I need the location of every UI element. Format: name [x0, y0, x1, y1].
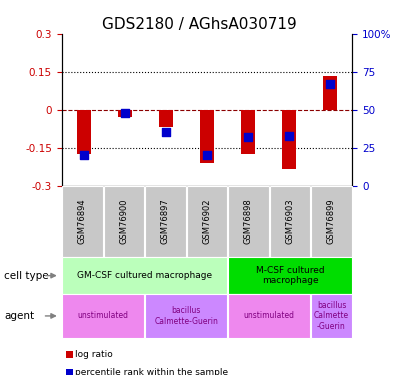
- Point: [163, 129, 169, 135]
- Text: agent: agent: [4, 311, 34, 321]
- Point: [81, 152, 88, 158]
- Bar: [322, 75, 337, 109]
- Text: GSM76897: GSM76897: [161, 198, 170, 244]
- Text: GSM76903: GSM76903: [285, 198, 295, 244]
- Point: [245, 134, 251, 140]
- Bar: [118, 110, 132, 117]
- Point: [204, 152, 210, 158]
- Text: GSM76900: GSM76900: [119, 198, 129, 244]
- Text: GSM76894: GSM76894: [78, 198, 87, 244]
- Text: bacillus
Calmette
-Guerin: bacillus Calmette -Guerin: [314, 301, 349, 331]
- Text: GDS2180 / AGhsA030719: GDS2180 / AGhsA030719: [101, 17, 297, 32]
- Bar: [282, 110, 296, 169]
- Bar: [241, 110, 255, 154]
- Text: percentile rank within the sample: percentile rank within the sample: [75, 368, 228, 375]
- Text: GSM76898: GSM76898: [244, 198, 253, 244]
- Text: log ratio: log ratio: [75, 350, 113, 359]
- Text: GM-CSF cultured macrophage: GM-CSF cultured macrophage: [77, 271, 212, 280]
- Point: [326, 81, 333, 87]
- Text: cell type: cell type: [4, 271, 49, 280]
- Text: GSM76899: GSM76899: [327, 198, 336, 244]
- Text: unstimulated: unstimulated: [244, 311, 295, 320]
- Text: M-CSF cultured
macrophage: M-CSF cultured macrophage: [256, 266, 324, 285]
- Text: GSM76902: GSM76902: [203, 198, 211, 244]
- Text: unstimulated: unstimulated: [78, 311, 129, 320]
- Bar: [77, 110, 92, 154]
- Bar: [159, 110, 173, 128]
- Point: [286, 132, 292, 138]
- Bar: [200, 110, 214, 163]
- Point: [122, 110, 128, 116]
- Text: bacillus
Calmette-Guerin: bacillus Calmette-Guerin: [154, 306, 218, 326]
